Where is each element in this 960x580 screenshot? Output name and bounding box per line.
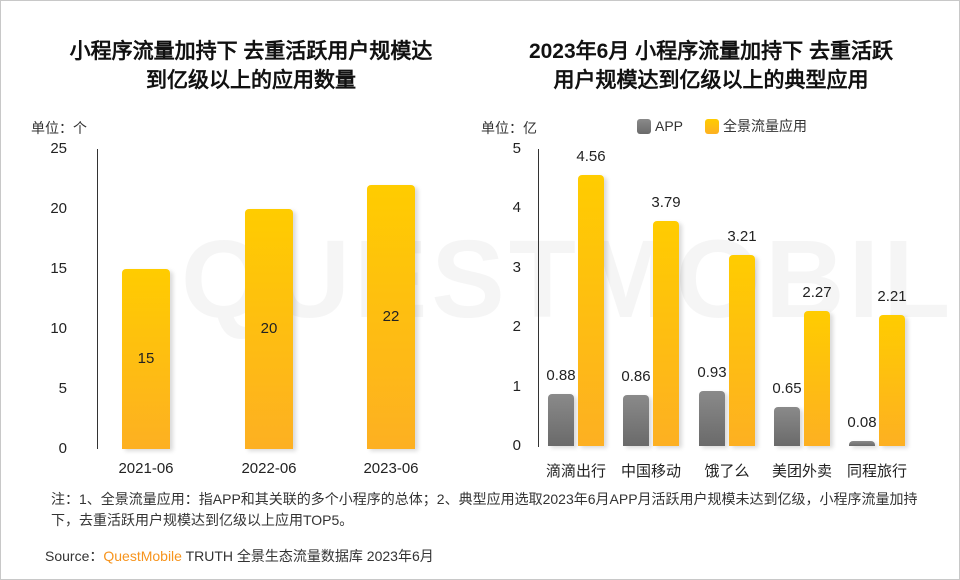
x-tick-label: 同程旅行 (846, 463, 907, 480)
y-tick-label: 15 (50, 260, 67, 277)
x-tick-label: 2021-06 (118, 460, 174, 477)
data-label: 0.93 (697, 363, 727, 381)
y-tick-label: 2 (512, 318, 521, 336)
data-label: 0.08 (847, 414, 877, 432)
data-label: 20 (260, 320, 278, 337)
y-tick-label: 25 (50, 140, 67, 157)
bar (122, 269, 170, 449)
data-label: 2.21 (877, 287, 907, 305)
legend-swatch-app (637, 118, 651, 134)
source-brand: QuestMobile (103, 548, 182, 564)
title-line: 小程序流量加持下 去重活跃用户规模达 (69, 40, 433, 63)
y-tick-label: 10 (50, 320, 67, 337)
x-tick-label: 滴滴出行 (545, 463, 606, 480)
x-tick-label: 饿了么 (704, 463, 750, 480)
right-chart-title: 2023年6月 小程序流量加持下 去重活跃 用户规模达到亿级以上的典型应用 (491, 37, 931, 95)
bar-app (623, 394, 649, 446)
source-text: TRUTH 全景生态流量数据库 2023年6月 (181, 548, 434, 564)
x-tick-label: 美团外卖 (771, 463, 832, 480)
x-tick-label: 中国移动 (620, 463, 681, 480)
data-label: 4.56 (576, 148, 606, 166)
x-tick-label: 2023-06 (363, 460, 419, 477)
title-line: 用户规模达到亿级以上的典型应用 (553, 69, 869, 92)
x-tick-label: 2022-06 (241, 460, 297, 477)
legend-label-panorama: 全景流量应用 (723, 118, 808, 134)
source-line: Source：QuestMobile TRUTH 全景生态流量数据库 2023年… (45, 546, 434, 566)
legend: APP 全景流量应用 (637, 116, 807, 136)
bar (367, 185, 415, 449)
source-label: Source： (45, 548, 104, 564)
footnote: 注：1、全景流量应用：指APP和其关联的多个小程序的总体；2、典型应用选取202… (51, 491, 918, 528)
data-label: 0.65 (772, 380, 802, 398)
data-label: 2.27 (802, 284, 832, 302)
left-y-axis (97, 149, 98, 449)
bar-panorama (729, 255, 755, 446)
data-label: 3.21 (727, 228, 757, 246)
title-line: 2023年6月 小程序流量加持下 去重活跃 (528, 40, 894, 63)
y-tick-label: 20 (50, 200, 67, 217)
y-tick-label: 3 (512, 258, 521, 276)
y-tick-label: 5 (512, 140, 521, 157)
y-tick-label: 0 (512, 437, 521, 454)
y-tick-label: 1 (512, 377, 521, 395)
right-unit-label: 单位：亿 (481, 120, 537, 136)
bar-panorama (578, 175, 604, 446)
right-y-axis (538, 149, 539, 447)
data-label: 0.86 (621, 367, 651, 385)
y-tick-label: 5 (58, 380, 67, 397)
data-label: 0.88 (546, 366, 576, 384)
legend-swatch-panorama (705, 118, 720, 134)
bar-panorama (804, 311, 830, 446)
y-tick-label: 0 (58, 440, 67, 457)
left-unit-label: 单位：个 (31, 120, 87, 136)
y-tick-label: 4 (512, 199, 521, 217)
data-label: 3.79 (651, 193, 681, 211)
bar-app (548, 393, 574, 446)
bar-panorama (653, 220, 679, 446)
legend-label-app: APP (655, 118, 684, 134)
bar-app (774, 407, 800, 446)
bar (245, 209, 293, 449)
bar-panorama (879, 314, 905, 446)
left-chart-title: 小程序流量加持下 去重活跃用户规模达 到亿级以上的应用数量 (41, 37, 461, 95)
data-label: 22 (382, 308, 400, 325)
data-label: 15 (137, 350, 155, 367)
bar-app (849, 441, 875, 446)
title-line: 到亿级以上的应用数量 (146, 69, 356, 92)
bar-app (699, 390, 725, 446)
